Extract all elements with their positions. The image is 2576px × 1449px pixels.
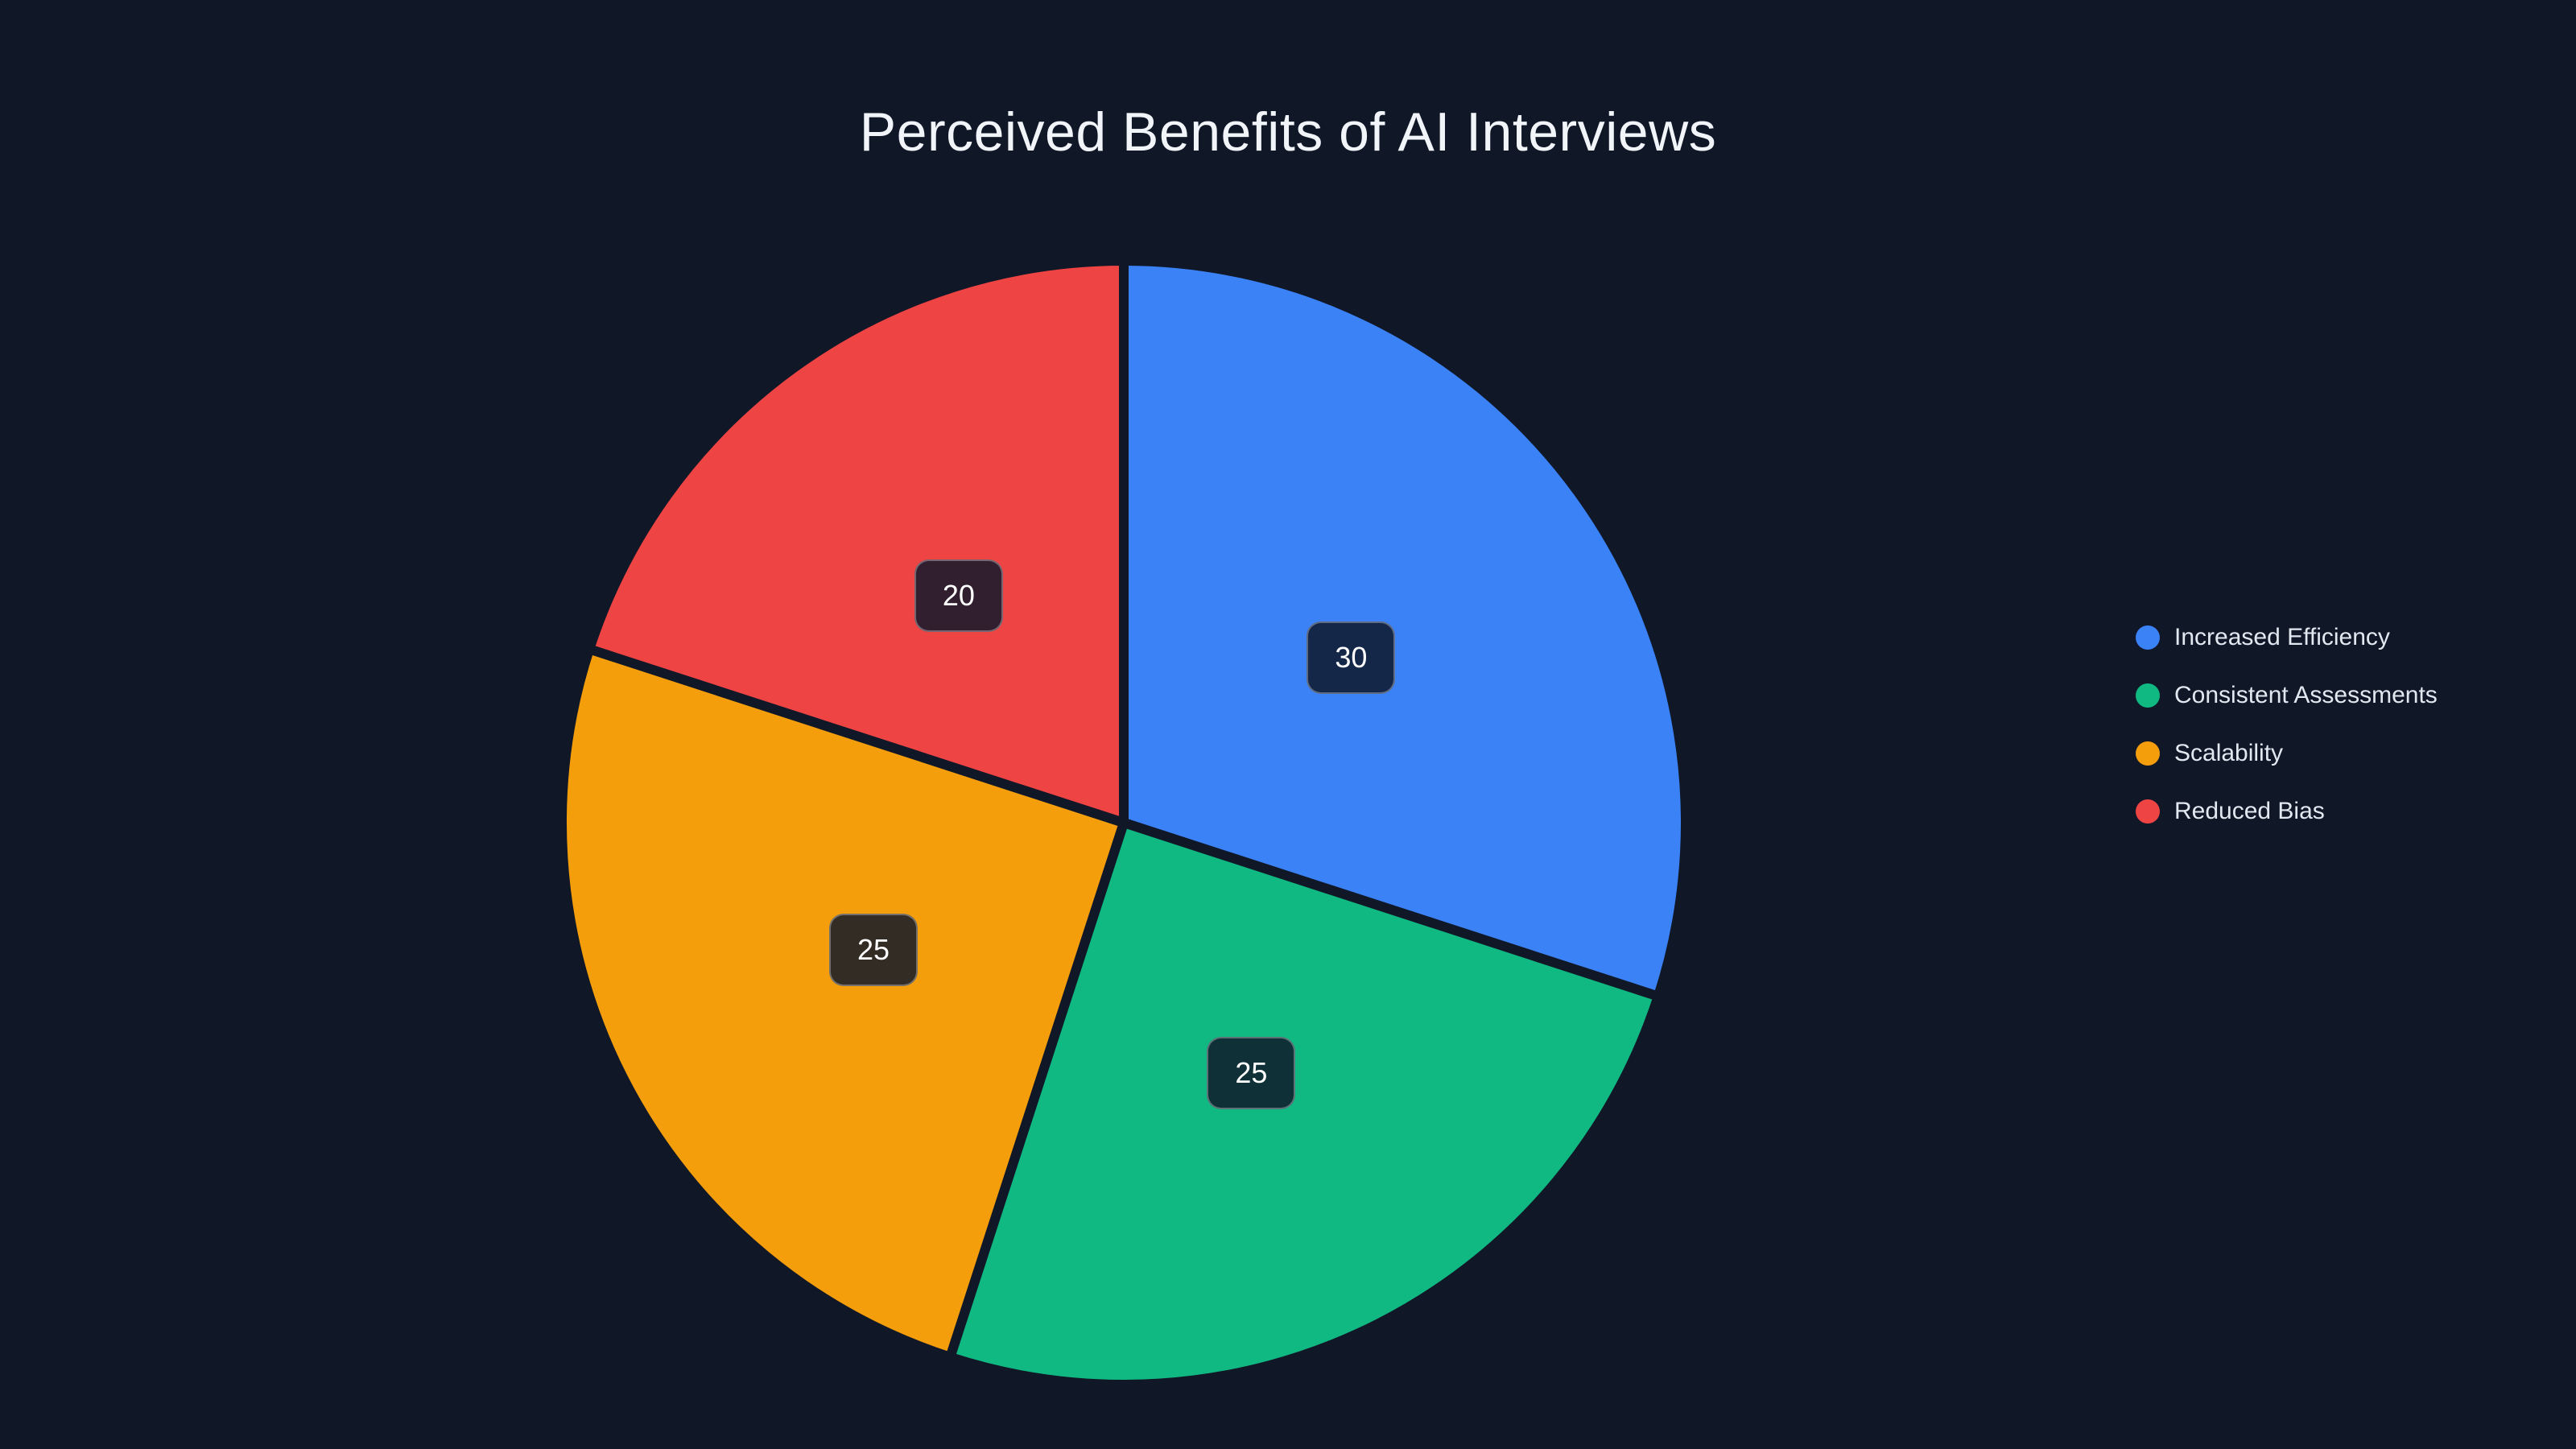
legend-item-reduced-bias[interactable]: Reduced Bias: [2136, 797, 2438, 826]
legend-item-increased-efficiency[interactable]: Increased Efficiency: [2136, 623, 2438, 652]
legend-swatch-icon: [2136, 625, 2160, 650]
legend-swatch-icon: [2136, 741, 2160, 766]
legend-swatch-icon: [2136, 683, 2160, 708]
legend-item-label: Increased Efficiency: [2174, 624, 2390, 650]
legend-item-consistent-assessments[interactable]: Consistent Assessments: [2136, 681, 2438, 710]
legend-item-label: Consistent Assessments: [2174, 682, 2438, 708]
pie-slice-increased-efficiency[interactable]: [1119, 256, 1691, 1001]
legend-item-label: Scalability: [2174, 740, 2284, 766]
legend-item-label: Reduced Bias: [2174, 798, 2325, 824]
legend-swatch-icon: [2136, 799, 2160, 824]
pie-slice-consistent-assessments[interactable]: [945, 818, 1663, 1390]
legend-item-scalability[interactable]: Scalability: [2136, 739, 2438, 768]
legend: Increased Efficiency Consistent Assessmen…: [2136, 623, 2438, 826]
pie-slice-reduced-bias[interactable]: [584, 256, 1129, 828]
pie-slice-scalability[interactable]: [557, 644, 1129, 1362]
chart-title: Perceived Benefits of AI Interviews: [859, 101, 1717, 163]
